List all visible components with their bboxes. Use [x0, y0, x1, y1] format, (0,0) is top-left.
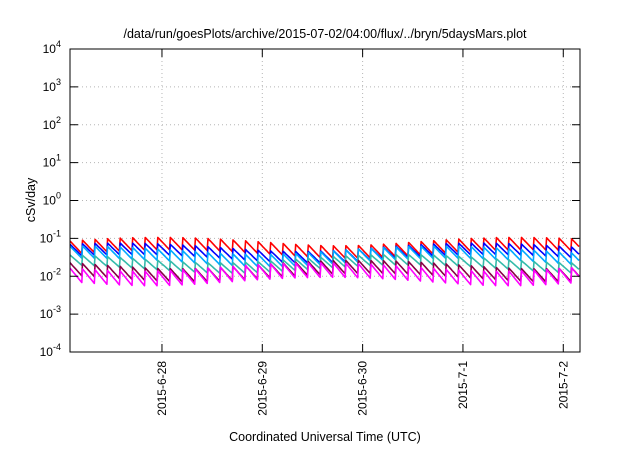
- x-tick-label: 2015-6-30: [356, 361, 370, 416]
- chart-title: /data/run/goesPlots/archive/2015-07-02/0…: [123, 27, 527, 41]
- x-tick-label: 2015-6-28: [155, 361, 169, 416]
- x-tick-label: 2015-7-1: [456, 361, 470, 409]
- series-line: [69, 259, 580, 283]
- y-tick-label: 103: [43, 77, 61, 94]
- y-tick-label: 102: [43, 115, 61, 132]
- y-axis-label: cSv/day: [24, 177, 38, 222]
- y-tick-label: 101: [43, 153, 61, 170]
- x-axis-label: Coordinated Universal Time (UTC): [229, 430, 421, 444]
- y-tick-label: 104: [43, 39, 61, 56]
- axes: 104 103 102 101 100 10-1 10-2 10-3 10-4 2015-6-28…: [40, 39, 580, 416]
- gridlines: [70, 49, 580, 352]
- plot-frame: [69, 48, 581, 353]
- y-tick-label: 10-4: [40, 342, 61, 359]
- series-line: [69, 245, 580, 268]
- y-tick-label: 100: [43, 191, 61, 208]
- y-tick-label: 10-1: [40, 228, 61, 245]
- y-tick-label: 10-3: [40, 304, 61, 321]
- series-group: [69, 236, 580, 287]
- x-tick-label: 2015-6-29: [255, 361, 269, 416]
- series-line: [69, 253, 580, 274]
- y-tick-label: 10-2: [40, 266, 61, 283]
- series-line: [69, 262, 580, 287]
- x-tick-label: 2015-7-2: [556, 361, 570, 409]
- series-line: [69, 236, 580, 259]
